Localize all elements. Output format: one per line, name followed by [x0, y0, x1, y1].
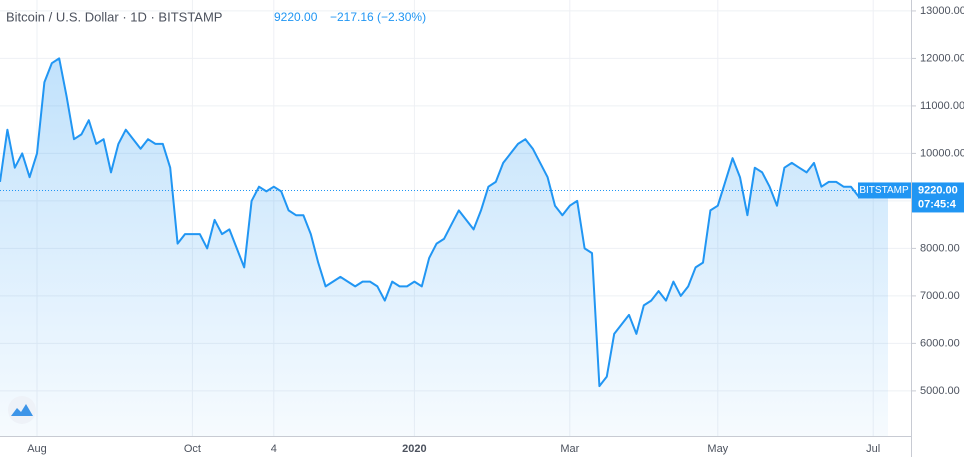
- y-tick-label: 13000.00: [920, 5, 964, 17]
- x-tick-label: May: [707, 443, 728, 455]
- logo: [8, 396, 36, 424]
- price-tag: [912, 182, 964, 213]
- x-tick-label: 2020: [402, 443, 426, 455]
- header-price: 9220.00: [274, 10, 318, 24]
- exchange-tag-label: BITSTAMP: [859, 185, 909, 196]
- y-tick-label: 10000.00: [920, 147, 964, 159]
- x-tick-label: Jul: [866, 443, 880, 455]
- y-tick-label: 12000.00: [920, 52, 964, 64]
- y-tick-label: 7000.00: [920, 290, 960, 302]
- header-change: −217.16 (−2.30%): [330, 10, 426, 24]
- y-tick-label: 8000.00: [920, 242, 960, 254]
- x-tick-label: Oct: [184, 443, 201, 455]
- x-tick-label: Mar: [560, 443, 579, 455]
- price-tag-label: 9220.00: [918, 184, 958, 196]
- y-tick-label: 6000.00: [920, 337, 960, 349]
- y-tick-label: 5000.00: [920, 385, 960, 397]
- symbol-title: Bitcoin / U.S. Dollar · 1D · BITSTAMP: [6, 9, 222, 24]
- x-tick-label: 4: [271, 443, 277, 455]
- exchange-tag: [858, 182, 911, 199]
- countdown-label: 07:45:4: [918, 198, 957, 210]
- price-line: [0, 57, 889, 388]
- y-tick-label: 11000.00: [920, 100, 964, 112]
- area-fill: [0, 58, 888, 437]
- x-tick-label: Aug: [27, 443, 47, 455]
